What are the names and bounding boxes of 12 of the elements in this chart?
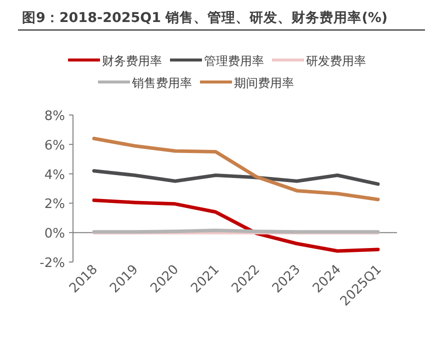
y-tick-label: 6%: [44, 138, 65, 154]
legend-label: 销售费用率: [131, 76, 192, 90]
y-tick-label: 0%: [44, 226, 65, 242]
y-tick-label: 4%: [44, 168, 65, 183]
legend-label: 管理费用率: [204, 54, 264, 68]
y-tick-label: 8%: [44, 109, 65, 124]
chart-title: 图9：2018-2025Q1 销售、管理、研发、财务费用率(%): [22, 9, 388, 26]
legend-label: 财务费用率: [102, 54, 162, 68]
y-tick-label: 2%: [44, 197, 65, 212]
legend-label: 期间费用率: [234, 76, 294, 90]
legend-label: 研发费用率: [306, 54, 366, 68]
y-tick-label: -2%: [40, 256, 65, 271]
